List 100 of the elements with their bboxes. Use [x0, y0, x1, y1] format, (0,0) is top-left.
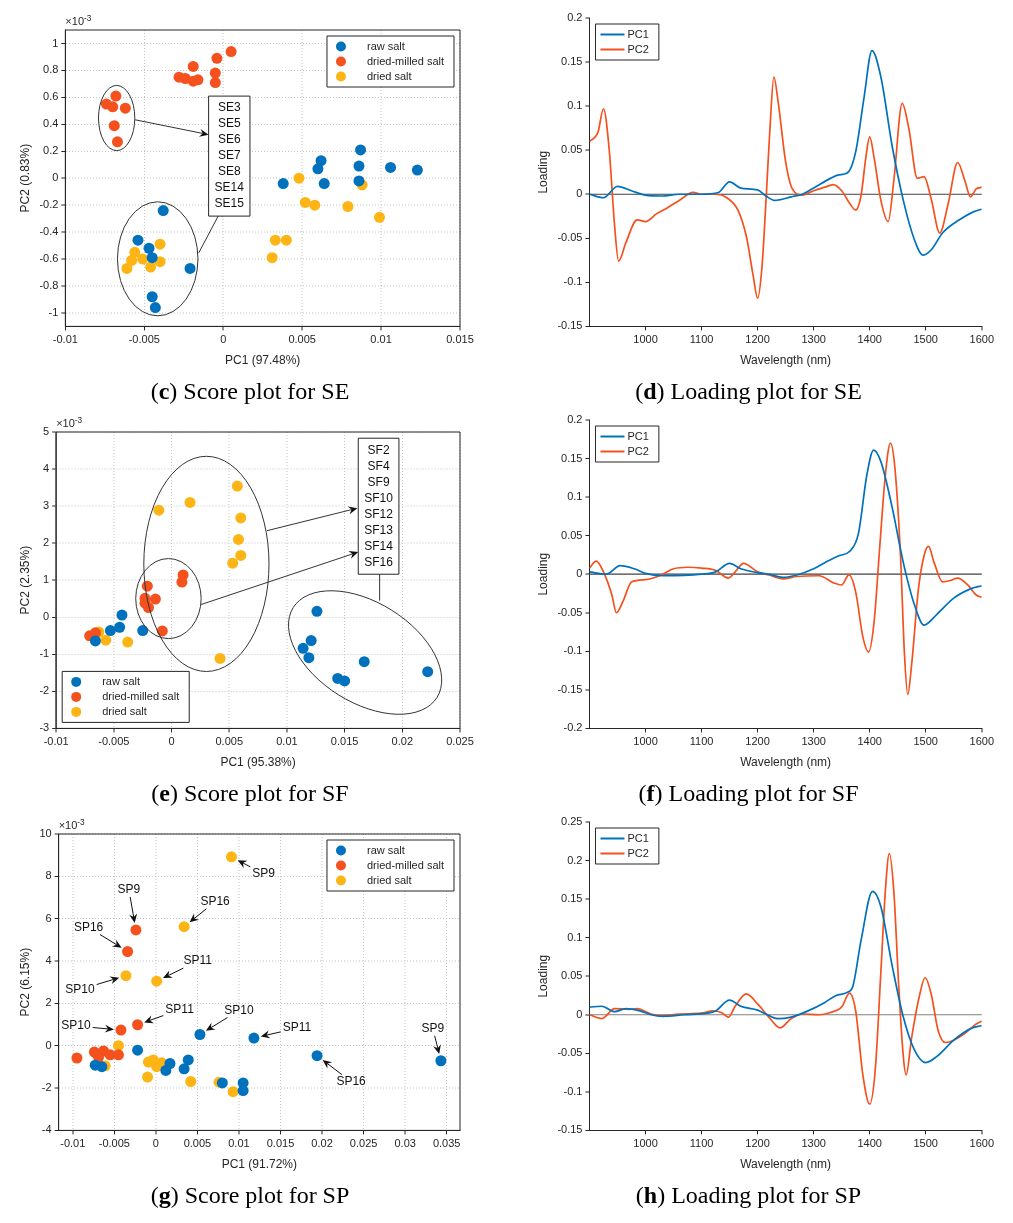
y-tick-label: 0 [576, 187, 583, 200]
y-tick-label: 0.6 [43, 90, 59, 103]
point [227, 557, 239, 569]
annotation: SF13 [364, 522, 394, 537]
annotation: SP16 [73, 919, 104, 934]
point [120, 970, 132, 982]
point [153, 504, 165, 516]
y-tick-label: 0.8 [43, 63, 59, 76]
y-tick-label: 0.25 [561, 815, 583, 828]
y-tick-label: -0.1 [563, 1084, 583, 1097]
point [132, 1019, 144, 1031]
point [311, 605, 323, 617]
point [269, 234, 281, 246]
point [122, 636, 134, 648]
point [132, 1044, 144, 1056]
text: (d) Loading plot for SE [634, 377, 863, 406]
y-tick-label: -0.15 [557, 1123, 583, 1136]
line-series [589, 76, 982, 300]
point [110, 90, 122, 102]
point [115, 1024, 127, 1036]
y-tick-label: -0.15 [557, 682, 583, 695]
x-tick-label: -0.005 [128, 333, 160, 346]
point [137, 625, 149, 637]
point [353, 160, 365, 172]
y-tick-label: 0 [43, 610, 50, 623]
point [373, 211, 385, 223]
x-tick-label: 1300 [801, 333, 826, 346]
x-tick-label: 0.01 [276, 735, 298, 748]
x-tick-label: 1500 [913, 1137, 938, 1150]
y-tick-label: 4 [45, 954, 52, 967]
point [116, 609, 128, 621]
legend-label: dried salt [366, 69, 412, 82]
text: (c) Score plot for SE [149, 377, 351, 406]
x-tick-label: -0.005 [98, 1137, 130, 1150]
annotation: SE15 [214, 196, 245, 211]
legend-label: dried-milled salt [366, 858, 444, 871]
point [111, 136, 123, 148]
text: (e) Score plot for SF [150, 779, 350, 808]
x-axis-title: Wavelength (nm) [740, 353, 832, 368]
x-tick-label: 0.005 [288, 333, 316, 346]
y-tick-label: -0.05 [557, 1046, 583, 1059]
x-tick-label: 1000 [633, 1137, 658, 1150]
x-tick-label: -0.005 [98, 735, 130, 748]
x-tick-label: 1100 [689, 735, 714, 748]
annotation: SP11 [282, 1020, 312, 1035]
y-tick-label: 2 [45, 996, 52, 1009]
point [187, 60, 199, 72]
x-tick-label: 0.005 [215, 735, 244, 748]
point [227, 1086, 239, 1098]
x-axis-title: PC1 (91.72%) [221, 1157, 298, 1172]
point [185, 1075, 197, 1087]
y-tick-label: 2 [43, 536, 50, 549]
point [231, 480, 243, 492]
y-tick-label: 0.1 [567, 930, 583, 943]
x-tick-label: 0.02 [311, 1137, 333, 1150]
y-tick-label: 0.15 [561, 451, 583, 464]
point [225, 851, 237, 863]
x-tick-label: 1600 [969, 1137, 995, 1150]
x-tick-label: 1200 [745, 1137, 770, 1150]
annotation: SP9 [252, 866, 276, 881]
x-tick-label: 0 [220, 333, 227, 346]
y-tick-label: -4 [41, 1123, 52, 1136]
point [178, 1063, 190, 1075]
point [411, 164, 423, 176]
x-tick-label: 1300 [801, 735, 826, 748]
y-tick-label: -0.8 [39, 279, 59, 292]
x-tick-label: 1300 [801, 1137, 826, 1150]
y-tick-label: 10 [39, 827, 52, 840]
annotation: SP11 [165, 1002, 195, 1017]
point [209, 77, 221, 89]
annotation: SF14 [364, 538, 394, 553]
point [149, 593, 161, 605]
y-axis-title: Loading [535, 150, 550, 194]
y-tick-label: 0.2 [43, 144, 59, 157]
y-tick-label: 0 [45, 1038, 52, 1051]
annotation: SE8 [217, 164, 241, 179]
point [232, 533, 244, 545]
point [146, 252, 158, 264]
point [280, 234, 292, 246]
x-axis-title: Wavelength (nm) [740, 1157, 832, 1172]
x-tick-label: 1400 [857, 1137, 882, 1150]
legend-label: dried salt [366, 873, 412, 886]
point [146, 291, 158, 303]
point [358, 656, 370, 668]
point [339, 675, 351, 687]
x-tick-label: 0.015 [330, 735, 359, 748]
y-tick-label: 0.05 [561, 143, 583, 156]
annotation: SF2 [367, 442, 390, 457]
annotation: SP10 [65, 981, 95, 996]
point [122, 946, 134, 957]
point [355, 144, 367, 156]
x-tick-label: 1100 [689, 333, 714, 346]
y-tick-label: -0.05 [557, 605, 583, 618]
legend-label: dried-milled salt [102, 689, 180, 702]
text: (g) Score plot for SP [149, 1181, 351, 1210]
point [248, 1032, 260, 1044]
x-axis-title: PC1 (97.48%) [224, 353, 301, 368]
y-axis-title: PC2 (0.83%) [17, 143, 32, 213]
legend-label: raw salt [366, 843, 405, 856]
y-tick-label: 1 [52, 36, 59, 49]
